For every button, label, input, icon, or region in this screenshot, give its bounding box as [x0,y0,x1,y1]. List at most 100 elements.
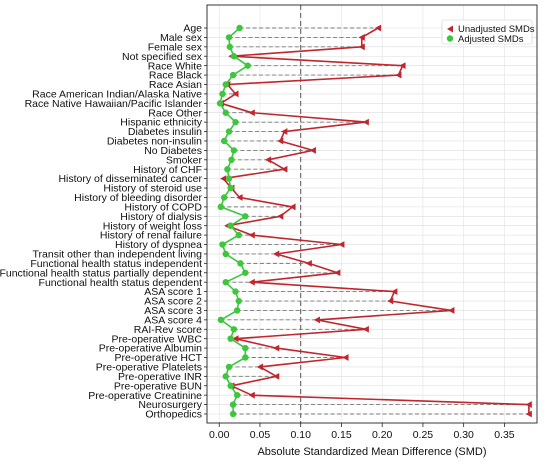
unadjusted-point [305,259,312,267]
legend-box [441,19,533,45]
unadjusted-point [281,165,288,173]
y-tick-label: Race Black [149,70,203,82]
adjusted-point [227,335,234,342]
y-tick-label: Pre-operative BUN [114,380,202,392]
y-tick-label: History of weight loss [103,220,202,232]
y-tick-label: Pre-operative INR [118,371,202,383]
adjusted-point [235,231,242,239]
adjusted-point [242,344,249,352]
adjusted-point [228,156,235,164]
unadjusted-point [342,354,349,361]
series-layer [216,24,532,418]
adjusted-point [232,118,239,126]
y-tick-label: History of dialysis [120,211,202,223]
y-tick-label: History of steroid use [103,183,202,195]
y-tick-label: Diabetes insulin [128,126,202,138]
unadjusted-point [281,128,288,135]
y-tick-label: Transit other than independent living [33,249,203,261]
y-tick-label: ASA score 4 [144,314,202,326]
adjusted-point [235,297,242,305]
adjusted-point [226,43,234,51]
y-tick-label: Pre-operative Albumin [99,343,202,355]
y-tick-label: ASA score 2 [144,296,202,308]
unadjusted-point [264,156,272,164]
y-tick-label: Pre-operative WBC [112,333,203,345]
y-tick-label: Age [183,23,202,35]
y-tick-label: Functional health status partially depen… [0,267,202,279]
y-tick-label: RAI-Rev score [134,324,202,336]
adjusted-point [224,166,231,173]
x-tick-label: 0.20 [372,429,393,441]
x-tick-label: 0.25 [413,429,434,441]
x-tick-labels: 0.00 0.05 0.10 0.15 0.20 0.25 0.30 0.35 [209,423,515,441]
x-tick-label: 0.05 [250,429,271,441]
adjusted-point [244,62,251,69]
unadjusted-point [273,372,280,380]
adjusted-point [227,184,234,192]
legend-adjusted-label: Adjusted SMDs [458,34,524,45]
unadjusted-point [391,288,398,296]
unadjusted-point [232,90,239,98]
y-tick-label: Race American Indian/Alaska Native [32,89,202,101]
x-tick-label: 0.30 [453,429,474,441]
adjusted-point [230,53,238,60]
adjusted-point [222,109,229,116]
y-tick-label: Race Other [148,107,202,119]
unadjusted-point [399,62,406,70]
y-tick-label: No Diabetes [144,145,202,157]
y-tick-label: Female sex [148,41,203,53]
adjusted-point [237,260,244,267]
unadjusted-point [525,401,532,408]
y-tick-label: Hispanic ethnicity [120,117,202,129]
adjusted-point [220,194,228,201]
y-tick-label: Race White [148,60,202,72]
unadjusted-point [248,231,255,239]
y-tick-label: Functional health status independent [30,258,202,270]
y-tick-label: Orthopedics [145,409,202,421]
x-tick-label: 0.35 [494,429,515,441]
adjusted-point [230,326,238,333]
adjusted-point [233,391,241,399]
adjusted-point [227,222,234,229]
legend-unadjusted-label: Unadjusted SMDs [458,24,535,35]
unadjusted-point [248,391,255,399]
unadjusted-point [309,146,316,154]
unadjusted-point [232,335,239,343]
adjusted-point [236,24,243,32]
y-tick-label: Diabetes non-insulin [107,136,202,148]
unadjusted-point [277,212,284,220]
unadjusted-point [277,137,284,145]
legend: Unadjusted SMDs Adjusted SMDs [441,19,535,45]
x-axis-label: Absolute Standardized Mean Difference (S… [257,446,486,458]
legend-adjusted-marker [446,35,454,42]
y-tick-label: History of renal failure [100,230,202,242]
x-tick-label: 0.15 [331,429,352,441]
adjusted-point [225,175,233,182]
unadjusted-point [256,363,263,371]
unadjusted-point [362,118,369,126]
adjusted-point [232,288,239,295]
unadjusted-point [525,410,532,418]
adjusted-point [216,100,224,107]
adjusted-point [219,241,226,248]
unadjusted-point [248,278,255,286]
y-tick-label: History of dyspnea [115,239,202,251]
adjusted-point [220,137,228,145]
adjusted-point [217,316,225,324]
y-tick-label: Functional health status dependent [39,277,203,289]
y-tick-label: Male sex [160,32,203,44]
adjusted-point [242,354,249,361]
connector-layer [220,27,529,415]
unadjusted-point [395,71,402,79]
unadjusted-point [236,194,243,201]
x-tick-label: 0.10 [290,429,311,441]
unadjusted-point [334,269,341,277]
y-tick-label: History of disseminated cancer [58,173,202,185]
adjusted-point [225,34,233,41]
adjusted-point [225,363,233,371]
adjusted-point [233,307,241,314]
legend-unadjusted-marker [447,25,453,33]
